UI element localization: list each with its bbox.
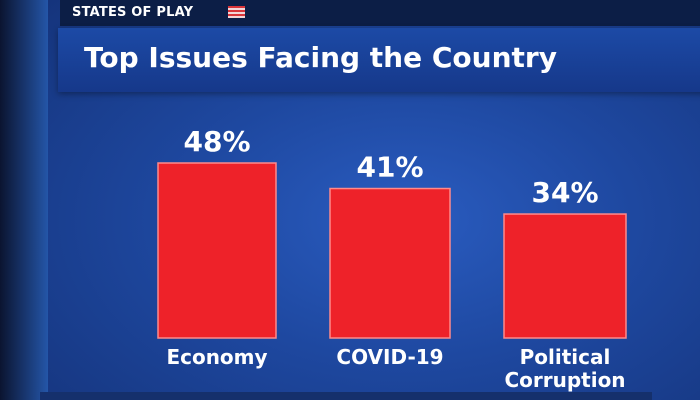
- left-edge-bezel: [0, 0, 48, 400]
- us-flag-icon: [228, 6, 245, 18]
- chart-title: Top Issues Facing the Country: [84, 41, 557, 74]
- bar-1: [329, 187, 451, 339]
- category-label-0: Economy: [166, 345, 267, 369]
- value-label-0: 48%: [183, 125, 250, 158]
- category-label-1: COVID-19: [336, 345, 443, 369]
- title-bar: Top Issues Facing the Country: [58, 28, 700, 92]
- bar-2: [503, 213, 627, 339]
- top-bar: STATES OF PLAY: [60, 0, 700, 26]
- value-label-1: 41%: [356, 151, 423, 184]
- value-label-2: 34%: [531, 176, 598, 209]
- brand-logo: STATES OF PLAY: [72, 5, 194, 20]
- footer-strip: [40, 392, 652, 400]
- category-label-2-line-1: Corruption: [504, 368, 625, 392]
- bar-0: [157, 162, 277, 339]
- category-label-2-line-0: Political: [520, 345, 611, 369]
